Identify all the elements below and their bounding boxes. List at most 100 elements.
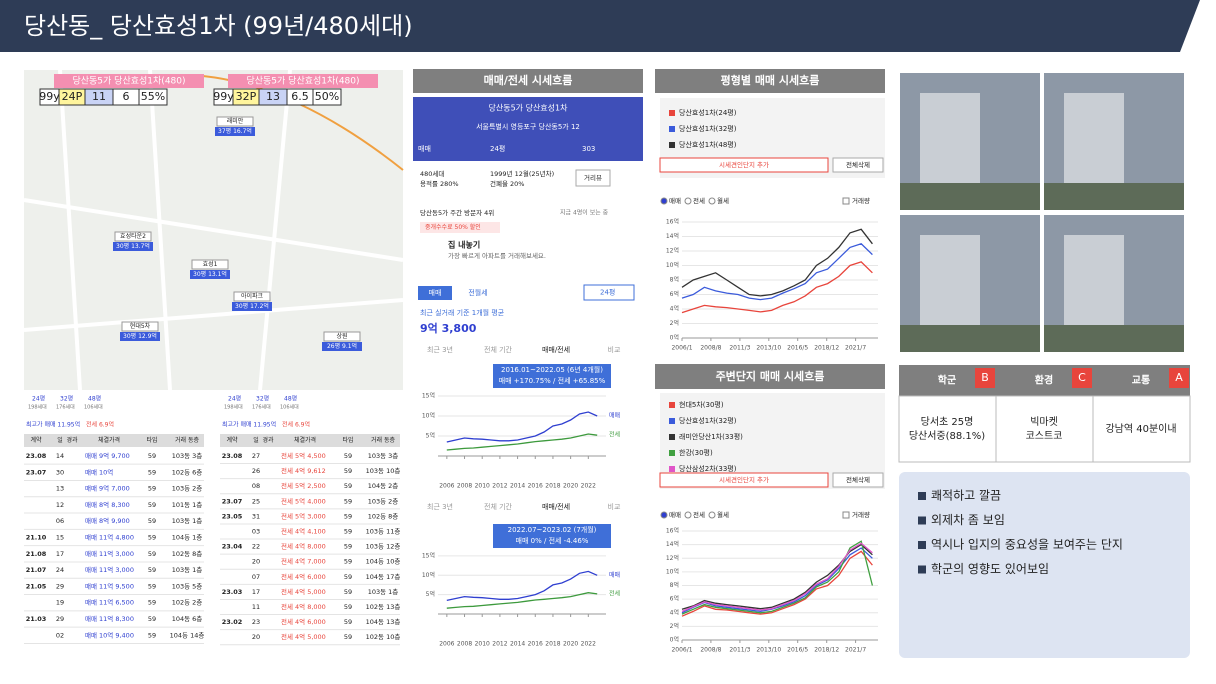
y-tick-label: 6억 bbox=[670, 595, 679, 603]
x-tick-label: 2011/3 bbox=[729, 647, 750, 654]
label: 59 bbox=[148, 468, 156, 476]
label: 용적률 280% bbox=[420, 180, 459, 188]
label: 23 bbox=[252, 618, 260, 626]
series-line bbox=[681, 243, 873, 301]
label: 시세견인단지 추가 bbox=[719, 160, 769, 169]
panel-title: 평형별 매매 시세흐름 bbox=[721, 73, 820, 87]
y-tick-label: 16억 bbox=[666, 218, 679, 226]
x-tick-label: 2018 bbox=[545, 641, 560, 648]
label: 매매 bbox=[418, 145, 431, 153]
label: 106세대 bbox=[280, 404, 299, 411]
x-tick-label: 2021/7 bbox=[845, 345, 866, 352]
legend-label: 매매 bbox=[609, 571, 620, 579]
label: 11 bbox=[92, 90, 106, 103]
label: 59 bbox=[344, 588, 352, 596]
label: 월세 bbox=[717, 196, 729, 205]
label: 32P bbox=[236, 90, 257, 103]
label: 전세 5억 2,500 bbox=[281, 481, 326, 490]
label: 59 bbox=[344, 603, 352, 611]
x-tick-label: 2021/7 bbox=[845, 647, 866, 654]
photo-building bbox=[920, 235, 980, 335]
y-tick-label: 15억 bbox=[422, 392, 435, 400]
label: 303 bbox=[582, 145, 595, 153]
label: 59 bbox=[344, 618, 352, 626]
marker-price-bg bbox=[190, 270, 230, 279]
y-tick-label: 5억 bbox=[426, 432, 435, 440]
legend-label: 당산효성1차(24평) bbox=[679, 108, 737, 117]
series-line bbox=[681, 540, 874, 615]
marker-name-bg bbox=[323, 331, 361, 342]
y-tick-label: 10억 bbox=[666, 567, 679, 575]
y-tick-label: 15억 bbox=[422, 551, 435, 559]
label: 건폐율 20% bbox=[490, 179, 524, 188]
label: 전세 5억 4,500 bbox=[281, 451, 326, 460]
label: 30 bbox=[56, 468, 64, 476]
label: 전세 4억 7,000 bbox=[281, 557, 326, 566]
label: 11 bbox=[252, 603, 260, 611]
checkbox bbox=[842, 511, 850, 519]
y-tick-label: 5억 bbox=[426, 590, 435, 598]
x-tick-label: 2018/12 bbox=[814, 345, 839, 352]
grade-badge bbox=[1169, 368, 1189, 388]
y-tick-label: 14억 bbox=[666, 540, 679, 548]
label: 14 bbox=[56, 452, 64, 460]
legend-label: 한강(30평) bbox=[679, 448, 713, 457]
annotation: 매매 0% / 전세 -4.46% bbox=[516, 536, 589, 545]
panel-header bbox=[655, 69, 885, 93]
label: 26 bbox=[252, 467, 260, 475]
label: 101동 1층 bbox=[172, 500, 203, 509]
label: 103동 2층 bbox=[172, 484, 203, 493]
label: 23.08 bbox=[26, 452, 47, 460]
label: 일 bbox=[253, 436, 259, 444]
radio bbox=[660, 511, 668, 519]
label: 59 bbox=[344, 497, 352, 505]
label: 거래 동층 bbox=[175, 436, 199, 444]
label: 체결가격 bbox=[294, 436, 316, 444]
x-tick-label: 2006/1 bbox=[671, 345, 692, 352]
y-tick-label: 12억 bbox=[666, 554, 679, 562]
marker-price-bg bbox=[232, 302, 272, 311]
label: 24P bbox=[62, 90, 83, 103]
legend-label: 당산삼성2차(33평) bbox=[679, 464, 737, 473]
label: 최근 실거래 기준 1개월 평균 bbox=[420, 308, 505, 317]
radio bbox=[708, 511, 716, 519]
page-title: 당산동_ 당산효성1차 (99년/480세대) bbox=[24, 12, 413, 40]
label: 6 bbox=[123, 90, 130, 103]
label: 매매 8억 8,300 bbox=[85, 501, 130, 509]
label: 59 bbox=[344, 512, 352, 520]
photo-building bbox=[1064, 235, 1124, 335]
x-tick-label: 2012 bbox=[492, 641, 507, 648]
label: 08 bbox=[252, 482, 260, 490]
label: 25 bbox=[252, 497, 260, 505]
legend-label: 전세 bbox=[609, 431, 620, 439]
label: 매매 11억 8,300 bbox=[85, 615, 134, 623]
label: 13 bbox=[266, 90, 280, 103]
label: 최고가 매매 11.95억 bbox=[26, 421, 80, 429]
label: 1999년 12월(25년차) bbox=[490, 169, 554, 178]
label: 매매 9억 7,000 bbox=[85, 485, 130, 493]
label: 55% bbox=[141, 90, 165, 103]
x-tick-label: 2022 bbox=[581, 641, 596, 648]
label: 21.08 bbox=[26, 550, 47, 558]
label: 지금 4명이 보는 중 bbox=[560, 209, 609, 217]
bullet bbox=[918, 492, 926, 500]
label: 106세대 bbox=[84, 404, 103, 411]
label: 24평 bbox=[600, 288, 615, 297]
label: 104동 17층 bbox=[366, 572, 401, 581]
label: 21.10 bbox=[26, 534, 47, 542]
label: 아이파크 bbox=[241, 292, 264, 300]
overlay-cell bbox=[312, 88, 342, 106]
label: 17 bbox=[56, 550, 64, 558]
annotation: 2016.01~2022.05 (6년 4개월) bbox=[501, 365, 603, 374]
legend-swatch bbox=[669, 142, 675, 148]
label: 103동 3층 bbox=[172, 451, 203, 460]
label: 23.08 bbox=[222, 452, 243, 460]
label: 29 bbox=[56, 582, 64, 590]
label: 104동 2층 bbox=[368, 481, 399, 490]
label: 9억 3,800 bbox=[420, 322, 477, 335]
label: 104동 14층 bbox=[170, 630, 205, 639]
label: 매매 11억 4,800 bbox=[85, 534, 134, 542]
label: 전세 6.9억 bbox=[86, 421, 114, 429]
label: 매매 bbox=[669, 197, 681, 205]
label: 59 bbox=[344, 452, 352, 460]
